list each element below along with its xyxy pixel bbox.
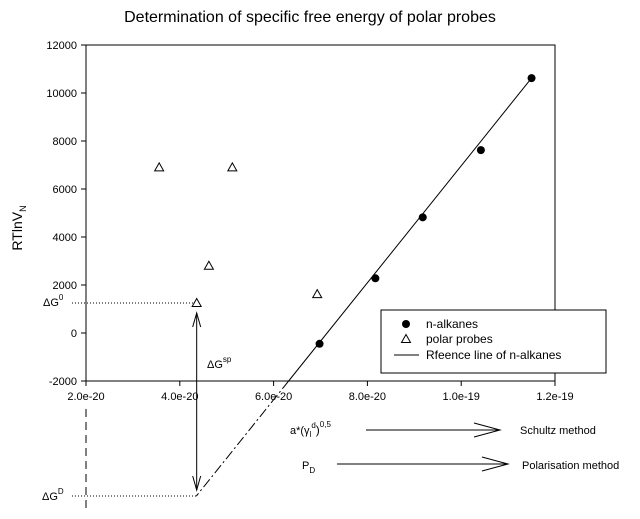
legend-label-polar-probes: polar probes xyxy=(426,332,493,346)
delta-gd-label: ΔGD xyxy=(42,487,64,503)
schultz-method-label: Schultz method xyxy=(520,425,596,437)
delta-gsp-arrow-head-down xyxy=(192,475,202,492)
delta-g0-label: ΔG0 xyxy=(43,293,64,309)
n-alkane-point xyxy=(371,274,380,283)
y-tick-label: 8000 xyxy=(53,136,77,148)
reference-line-extrapolation xyxy=(195,380,289,497)
x-axis-expression: a*(γld)0,5 xyxy=(290,420,331,439)
legend: n-alkanes polar probes Rfeence line of n… xyxy=(380,309,607,374)
polar-probe-point xyxy=(203,260,215,270)
chart-marks xyxy=(153,74,536,382)
reference-line xyxy=(288,77,532,382)
y-tick-label: 12000 xyxy=(46,40,77,52)
chart-title: Determination of specific free energy of… xyxy=(124,9,496,26)
legend-label-n-alkanes: n-alkanes xyxy=(426,317,478,331)
pd-expression: PD xyxy=(302,460,315,475)
y-axis-label: RTlnVN xyxy=(9,205,28,250)
n-alkane-point xyxy=(527,74,536,83)
polarisation-method-label: Polarisation method xyxy=(522,460,619,472)
x-tick-label: 8.0e-20 xyxy=(349,391,386,403)
legend-marker-n-alkanes xyxy=(402,320,410,328)
y-tick-label: 0 xyxy=(71,328,77,340)
axes: 2.0e-20 4.0e-20 6.0e-20 8.0e-20 1.0e-19 1.2e-… xyxy=(46,40,573,403)
delta-gsp-label: ΔGsp xyxy=(207,355,232,371)
n-alkane-point xyxy=(476,146,485,155)
polar-probe-point xyxy=(191,297,203,307)
y-tick-label: -2000 xyxy=(49,376,77,388)
guide-lines xyxy=(72,302,289,512)
y-tick-label: 4000 xyxy=(53,232,77,244)
x-tick-label: 6.0e-20 xyxy=(255,391,292,403)
n-alkane-point xyxy=(418,213,427,222)
legend-marker-polar-probes xyxy=(400,333,412,343)
polarisation-arrow xyxy=(337,456,510,472)
n-alkane-point xyxy=(315,339,324,348)
polar-probe-point xyxy=(311,288,323,299)
x-tick-label: 1.2e-19 xyxy=(536,391,573,403)
polar-probe-point xyxy=(226,161,238,172)
polar-probe-point xyxy=(153,161,165,172)
legend-box xyxy=(380,309,607,374)
legend-label-reference-line: Rfeence line of n-alkanes xyxy=(426,348,561,362)
delta-gsp-arrow-head-up xyxy=(192,311,202,328)
schultz-arrow xyxy=(366,422,502,438)
x-tick-label: 4.0e-20 xyxy=(161,391,198,403)
y-tick-label: 2000 xyxy=(53,280,77,292)
plot-frame xyxy=(85,44,556,382)
x-tick-label: 1.0e-19 xyxy=(443,391,480,403)
x-tick-label: 2.0e-20 xyxy=(67,391,104,403)
y-tick-label: 6000 xyxy=(53,184,77,196)
y-tick-label: 10000 xyxy=(46,88,77,100)
